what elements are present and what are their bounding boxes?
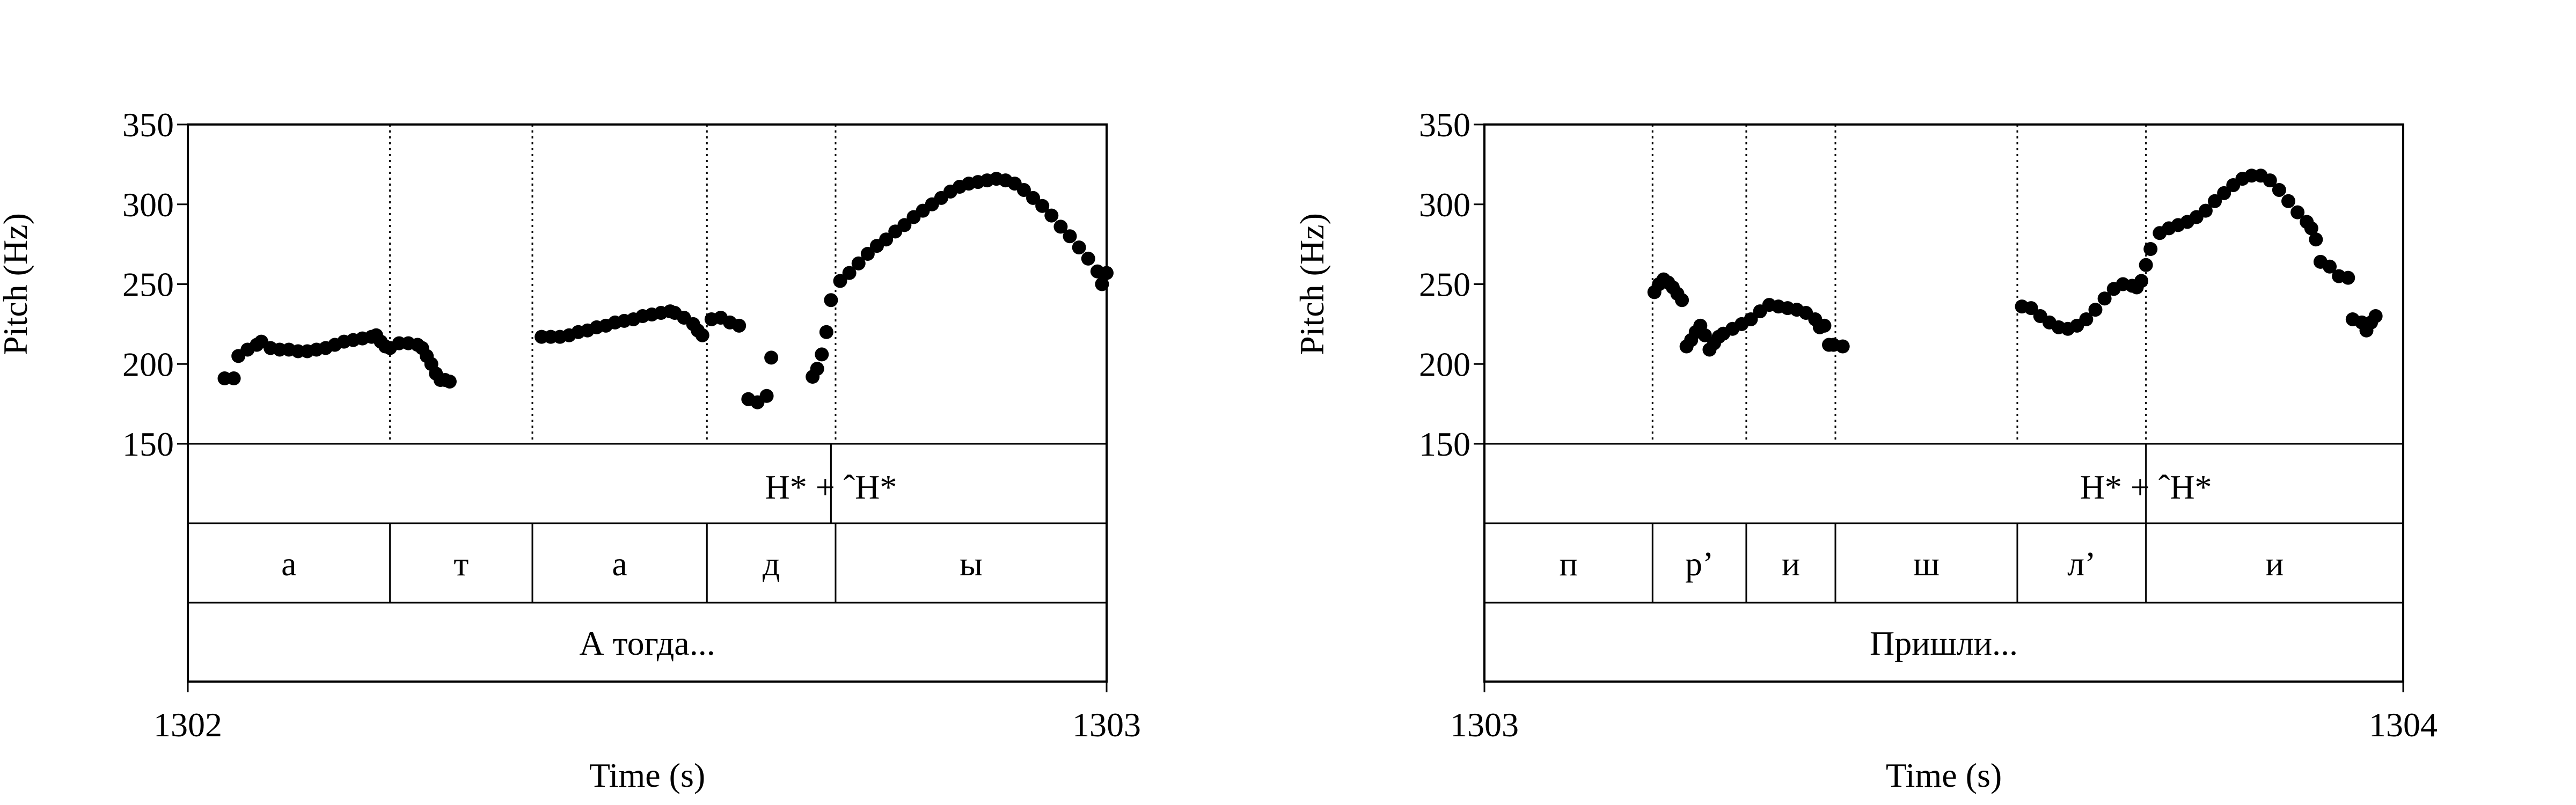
pitch-point <box>1675 293 1689 308</box>
pitch-point <box>1835 339 1850 354</box>
y-tick-label: 250 <box>1419 266 1470 304</box>
pitch-point <box>810 362 824 376</box>
pitch-point <box>2368 309 2383 323</box>
pitch-point <box>2208 194 2222 208</box>
pitch-point <box>732 318 747 333</box>
pitch-point <box>2079 312 2094 326</box>
x-tick-label: 1304 <box>2369 706 2438 744</box>
y-tick-label: 150 <box>1419 425 1470 463</box>
y-tick-label: 200 <box>122 345 174 383</box>
pitch-point <box>2263 173 2277 188</box>
pitch-point <box>1044 208 1059 223</box>
pitch-point <box>2217 186 2231 200</box>
segment-label: а <box>612 545 627 583</box>
pitch-point <box>824 293 838 308</box>
pitch-point <box>1081 251 1095 266</box>
pitch-point <box>2198 203 2213 218</box>
word-label: Пришли... <box>1870 624 2018 662</box>
pitch-point <box>2088 303 2103 317</box>
pitch-point <box>819 325 833 339</box>
pitch-point <box>695 328 709 342</box>
pitch-point <box>2024 301 2038 316</box>
y-tick-label: 250 <box>122 266 174 304</box>
segment-label: р’ <box>1685 545 1714 583</box>
pitch-point <box>2097 291 2112 306</box>
plot-frame <box>1483 123 2404 683</box>
x-tick-label: 1302 <box>153 706 222 744</box>
pitch-point <box>1016 182 1031 197</box>
plot-frame <box>187 123 1108 683</box>
pitch-panel-1: H* + ˆH* а т а д ы А тогда... 150 200 250 300 350 Pi… <box>0 106 1141 794</box>
segment-label: и <box>1782 545 1800 583</box>
segment-label: а <box>281 545 296 583</box>
segment-label: и <box>2265 545 2284 583</box>
pitch-point <box>2290 205 2305 219</box>
pitch-point <box>2134 274 2149 288</box>
pitch-point <box>226 371 241 386</box>
pitch-point <box>2281 194 2295 208</box>
pitch-point <box>2323 259 2337 274</box>
pitch-point <box>2139 258 2153 272</box>
word-label: А тогда... <box>579 624 715 662</box>
pitch-point <box>2272 182 2286 197</box>
pitch-point <box>2309 232 2323 247</box>
x-tick-label: 1303 <box>1450 706 1519 744</box>
pitch-point <box>442 374 457 389</box>
x-axis-title: Time (s) <box>589 756 705 794</box>
y-tick-label: 350 <box>1419 106 1470 144</box>
pitch-point <box>1072 240 1086 255</box>
segment-label: ы <box>960 545 983 583</box>
pitch-point <box>2341 270 2355 285</box>
y-axis-title: Pitch (Hz) <box>0 213 34 355</box>
y-axis-title: Pitch (Hz) <box>1293 213 1331 355</box>
pitch-point <box>2304 221 2318 236</box>
pitch-point <box>1100 266 1114 280</box>
pitch-point <box>1744 312 1758 326</box>
pitch-point <box>1035 199 1050 213</box>
pitch-panel-2: H* + ˆH* п р’ и ш л’ и Пришли... 150 200 250 300 350… <box>1293 106 2438 794</box>
pitch-point <box>842 266 857 280</box>
pitch-point <box>1095 277 1109 291</box>
x-tick-label: 1303 <box>1072 706 1141 744</box>
pitch-point <box>2143 242 2158 257</box>
x-axis-title: Time (s) <box>1886 756 2002 794</box>
pitch-point <box>1697 328 1712 342</box>
y-tick-label: 350 <box>122 106 174 144</box>
pitch-point <box>860 246 875 261</box>
pitch-point <box>815 347 829 362</box>
segment-label: т <box>453 545 469 583</box>
y-tick-label: 300 <box>122 186 174 224</box>
pitch-point <box>879 232 894 247</box>
y-tick-label: 150 <box>122 425 174 463</box>
segment-label: л’ <box>2067 545 2096 583</box>
pitch-point <box>1026 191 1041 205</box>
pitch-point <box>764 350 779 365</box>
pitch-point <box>1817 318 1832 333</box>
pitch-point <box>833 274 847 288</box>
segment-label: д <box>763 545 780 583</box>
pitch-point <box>1053 219 1068 234</box>
y-tick-label: 300 <box>1419 186 1470 224</box>
pitch-point <box>1063 229 1077 244</box>
segment-label: п <box>1560 545 1578 583</box>
segment-label: ш <box>1913 545 1940 583</box>
tone-label: H* + ˆH* <box>2080 468 2212 506</box>
pitch-point <box>851 256 866 270</box>
y-tick-label: 200 <box>1419 345 1470 383</box>
tone-label: H* + ˆH* <box>765 468 897 506</box>
pitch-point <box>897 218 912 232</box>
pitch-point <box>759 389 774 403</box>
